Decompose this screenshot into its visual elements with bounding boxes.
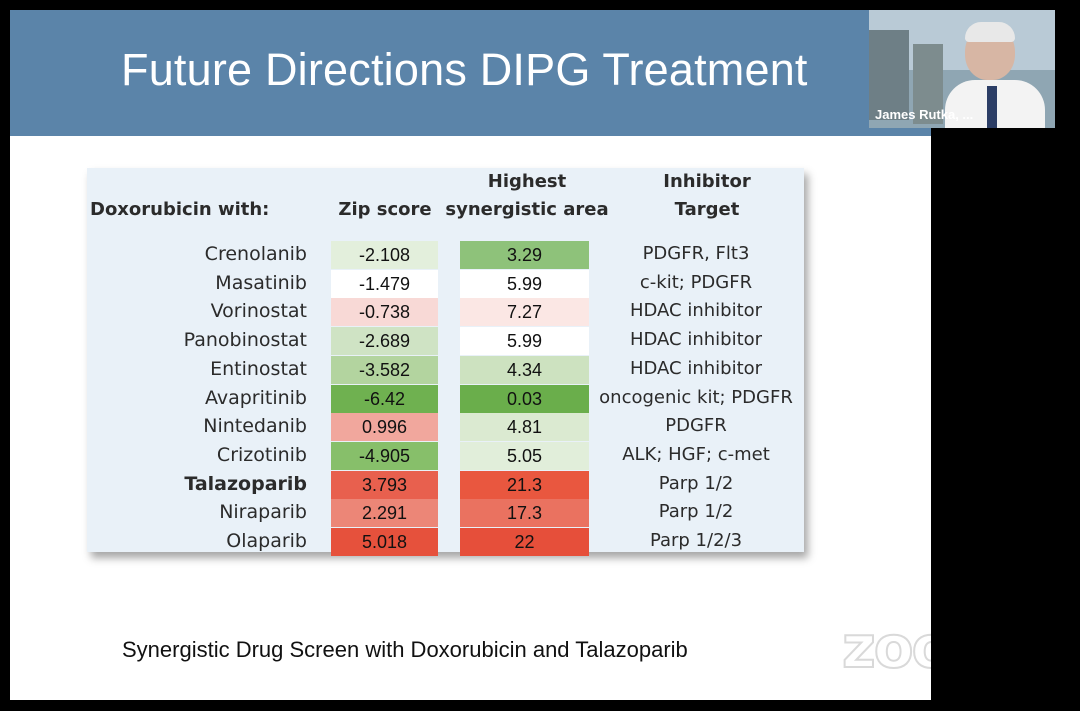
synergistic-area-cell: 17.3 — [460, 499, 589, 528]
inhibitor-target: HDAC inhibitor — [629, 357, 763, 379]
zoom-watermark: zoom — [841, 612, 931, 682]
slide-caption: Synergistic Drug Screen with Doxorubicin… — [122, 637, 688, 662]
synergistic-area-cell: 4.81 — [460, 413, 589, 442]
zip-score-cell: 0.996 — [331, 413, 438, 442]
zip-score-cell: -6.42 — [331, 384, 438, 413]
synergistic-area-cell: 5.99 — [460, 269, 589, 298]
synergistic-area-cell: 22 — [460, 528, 589, 556]
drug-name: Nintedanib — [203, 415, 307, 438]
video-building — [869, 30, 909, 120]
participant-name-label: James Rutka, ... — [875, 107, 974, 122]
synergistic-area-cell: 3.29 — [460, 241, 589, 269]
header-target-line2: Target — [674, 199, 740, 220]
inhibitor-target: Parp 1/2 — [658, 472, 734, 494]
inhibitor-target: oncogenic kit; PDGFR — [599, 386, 793, 408]
zip-score-cell: -2.689 — [331, 327, 438, 356]
synergistic-area-cell: 7.27 — [460, 298, 589, 327]
drug-name: Crizotinib — [216, 443, 307, 466]
drug-name: Entinostat — [210, 357, 307, 380]
synergistic-area-cell: 5.99 — [460, 327, 589, 356]
inhibitor-target: HDAC inhibitor — [629, 300, 763, 322]
zip-score-cell: 2.291 — [331, 499, 438, 528]
synergistic-area-cell: 21.3 — [460, 470, 589, 499]
zip-score-cell: 5.018 — [331, 528, 438, 556]
header-target-line1: Inhibitor — [663, 171, 751, 192]
drug-name: Avapritinib — [204, 386, 307, 409]
slide-title: Future Directions DIPG Treatment — [121, 44, 808, 95]
drug-name: Olaparib — [226, 530, 307, 552]
video-building — [913, 44, 943, 124]
drug-name: Talazoparib — [184, 472, 307, 495]
inhibitor-target: Parp 1/2/3 — [649, 530, 743, 551]
drug-name: Niraparib — [219, 501, 307, 524]
synergy-table: Doxorubicin with: Zip score Highest syne… — [87, 168, 804, 556]
synergistic-area-cell: 4.34 — [460, 355, 589, 384]
zip-score-cell: 3.793 — [331, 470, 438, 499]
header-area-line1: Highest — [487, 171, 567, 192]
zip-score-cell: -0.738 — [331, 298, 438, 327]
participant-tie — [987, 86, 997, 128]
slide-header-bar: Future Directions DIPG Treatment — [10, 10, 931, 136]
synergistic-area-cell: 5.05 — [460, 441, 589, 470]
zip-score-cell: -2.108 — [331, 241, 438, 269]
inhibitor-target: HDAC inhibitor — [629, 329, 763, 351]
inhibitor-target: c-kit; PDGFR — [639, 271, 753, 293]
inhibitor-target: PDGFR — [665, 415, 727, 437]
inhibitor-target: PDGFR, Flt3 — [642, 243, 750, 264]
inhibitor-target: Parp 1/2 — [658, 501, 734, 523]
participant-video-tile[interactable]: James Rutka, ... — [869, 10, 1055, 128]
header-zip-score: Zip score — [338, 199, 432, 220]
header-area-line2: synergistic area — [445, 199, 609, 220]
zip-score-cell: -4.905 — [331, 441, 438, 470]
header-drug: Doxorubicin with: — [90, 199, 270, 220]
inhibitor-target: ALK; HGF; c-met — [622, 443, 770, 465]
participant-hair — [965, 22, 1015, 42]
zip-score-cell: -1.479 — [331, 269, 438, 298]
shared-slide: Future Directions DIPG Treatment Doxorub… — [10, 10, 931, 700]
synergistic-area-cell: 0.03 — [460, 384, 589, 413]
drug-name: Masatinib — [215, 271, 307, 294]
drug-name: Crenolanib — [204, 243, 307, 265]
drug-name: Panobinostat — [183, 329, 307, 352]
zip-score-cell: -3.582 — [331, 355, 438, 384]
drug-name: Vorinostat — [210, 300, 307, 323]
